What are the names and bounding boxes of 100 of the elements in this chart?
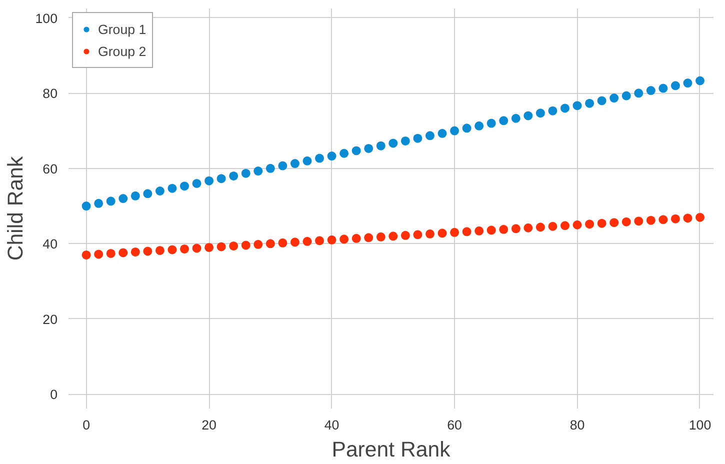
point — [622, 217, 631, 226]
point — [106, 248, 116, 258]
point — [364, 144, 374, 153]
point — [204, 176, 214, 186]
point — [315, 154, 324, 163]
point — [548, 106, 558, 116]
point — [658, 84, 668, 93]
y-tick-label: 20 — [42, 312, 58, 327]
x-tick-label: 0 — [82, 418, 90, 432]
point — [524, 111, 533, 120]
point — [536, 108, 545, 118]
point — [474, 226, 484, 236]
x-tick-label: 60 — [447, 418, 462, 432]
point — [94, 250, 104, 259]
point — [216, 174, 226, 184]
y-tick-label: 100 — [35, 10, 58, 26]
point — [352, 234, 361, 243]
point — [229, 171, 238, 180]
point — [634, 88, 644, 98]
point — [413, 134, 422, 143]
point — [683, 214, 692, 223]
point — [585, 98, 594, 108]
point — [560, 104, 570, 113]
point — [548, 222, 558, 231]
point — [572, 101, 582, 110]
y-tick-label: 40 — [42, 236, 58, 252]
point — [327, 152, 336, 160]
point — [290, 238, 300, 247]
point — [683, 78, 692, 88]
point — [192, 244, 202, 253]
x-tick-label: 40 — [324, 418, 340, 432]
point — [130, 247, 140, 256]
y-tick-label: 0 — [50, 387, 58, 402]
point — [413, 230, 422, 240]
point — [450, 126, 460, 136]
point — [438, 228, 447, 238]
point — [646, 216, 656, 225]
point — [94, 198, 104, 208]
x-tick-label: 20 — [202, 418, 216, 432]
point — [352, 146, 361, 156]
point — [82, 202, 91, 211]
point — [180, 182, 189, 191]
point — [634, 216, 644, 226]
point — [376, 232, 386, 242]
point — [241, 240, 250, 250]
point — [302, 156, 312, 166]
point — [622, 91, 631, 100]
point — [499, 116, 508, 126]
point — [290, 159, 300, 168]
point — [400, 136, 410, 146]
point — [696, 212, 704, 222]
point — [400, 230, 410, 240]
point — [438, 128, 447, 138]
point — [585, 220, 594, 229]
point — [302, 236, 312, 246]
point — [168, 184, 177, 193]
point — [278, 238, 288, 248]
point — [155, 246, 164, 255]
y-tick-label: 60 — [42, 161, 58, 176]
point — [143, 189, 152, 198]
point — [376, 141, 386, 150]
x-tick-label: 100 — [688, 418, 712, 432]
x-tick-label: 80 — [570, 418, 585, 432]
point — [670, 81, 680, 90]
point — [610, 94, 619, 103]
point — [106, 196, 116, 206]
point — [241, 168, 250, 178]
point — [180, 244, 189, 254]
point — [82, 250, 91, 260]
point — [524, 223, 533, 232]
point — [511, 224, 520, 234]
point — [646, 86, 656, 96]
point — [597, 96, 606, 106]
point — [340, 234, 349, 244]
point — [216, 242, 226, 252]
point — [425, 229, 434, 238]
point — [388, 138, 398, 148]
point — [118, 194, 128, 204]
point — [610, 218, 619, 228]
y-axis-title: Child Rank — [3, 156, 28, 261]
point — [462, 124, 472, 133]
point — [560, 221, 570, 230]
point — [388, 232, 398, 241]
point — [450, 228, 460, 237]
point — [499, 224, 508, 234]
point — [315, 236, 324, 246]
x-axis-title: Parent Rank — [332, 438, 451, 462]
legend-label: Group 2 — [98, 44, 146, 58]
point — [572, 220, 582, 230]
point — [597, 218, 606, 228]
point — [486, 226, 496, 235]
point — [118, 248, 128, 258]
point — [511, 114, 520, 123]
point — [340, 148, 349, 158]
y-tick-label: 80 — [42, 86, 58, 102]
point — [204, 242, 214, 252]
point — [130, 191, 140, 200]
point — [364, 233, 374, 242]
point — [254, 240, 263, 249]
legend-label: Group 1 — [98, 22, 146, 36]
